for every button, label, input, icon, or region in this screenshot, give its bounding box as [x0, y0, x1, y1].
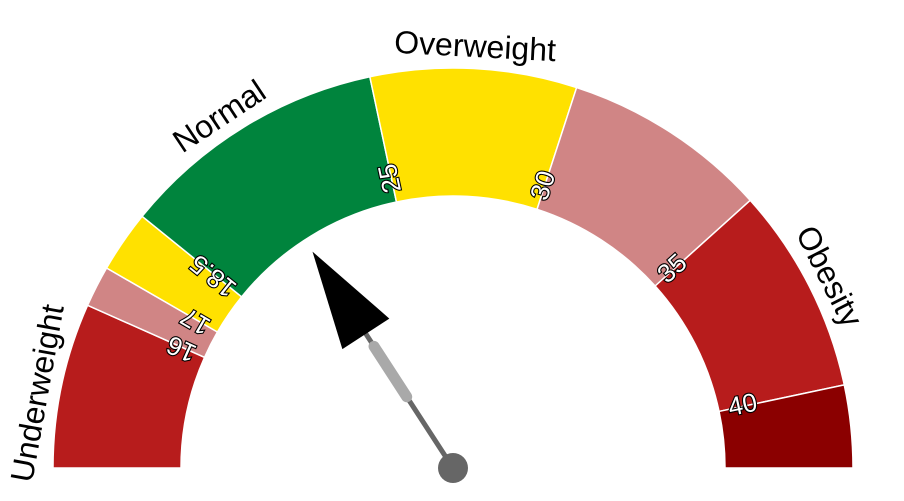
gauge-needle — [312, 251, 468, 483]
needle-pivot — [438, 453, 468, 483]
needle-arrowhead — [312, 251, 390, 350]
gauge-band-7 — [718, 383, 854, 469]
category-label-2: Overweight — [393, 24, 557, 68]
tick-label-3: 25 — [372, 161, 407, 196]
tick-label-6: 40 — [725, 387, 760, 422]
gauge-bands — [52, 67, 854, 469]
needle-handle — [368, 340, 413, 403]
